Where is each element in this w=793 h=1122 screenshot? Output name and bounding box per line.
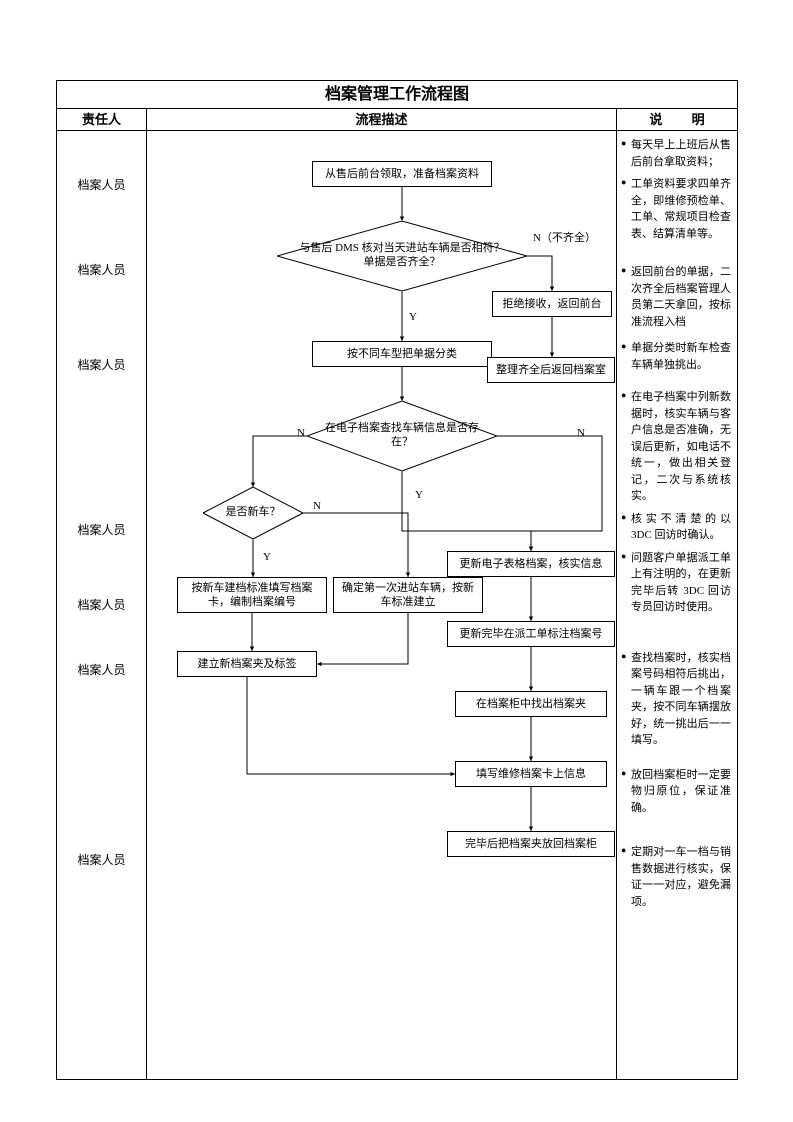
note-item: 工单资料要求四单齐全，即维修预检单、工单、常规项目检查表、结算清单等。 [621,176,731,242]
role-label: 档案人员 [57,596,146,613]
note-item: 每天早上上班后从售后前台拿取资料； [621,137,731,170]
note-item: 定期对一车一档与销售数据进行核实，保证一一对应，避免漏项。 [621,844,731,910]
role-label: 档案人员 [57,176,146,193]
note-item: 放回档案柜时一定要物归原位，保证准确。 [621,767,731,817]
flow-box-update: 更新电子表格档案，核实信息 [447,551,615,577]
flowchart-area: 从售后前台领取，准备档案资料按不同车型把单据分类拒绝接收，返回前台整理齐全后返回… [147,131,617,1079]
note-item: 单据分类时新车检查车辆单独挑出。 [621,340,731,373]
note-item: 查找档案时，核实档案号码相符后挑出，一辆车跟一个档案夹，按不同车辆摆放好，统一挑… [621,650,731,749]
flow-box-reject: 拒绝接收，返回前台 [492,291,612,317]
flow-label-l_y3: Y [263,551,271,563]
flow-label-l_y2: Y [415,489,423,501]
header-responsible: 责任人 [57,109,147,130]
role-label: 档案人员 [57,261,146,278]
role-label: 档案人员 [57,851,146,868]
role-label: 档案人员 [57,521,146,538]
flow-box-classify: 按不同车型把单据分类 [312,341,492,367]
flow-box-fill: 填写维修档案卡上信息 [455,761,607,787]
flow-box-return: 完毕后把档案夹放回档案柜 [447,831,615,857]
body-row: 档案人员档案人员档案人员档案人员档案人员档案人员档案人员 从售后前台领取，准备档… [57,131,737,1079]
flow-box-start: 从售后前台领取，准备档案资料 [312,161,492,187]
role-label: 档案人员 [57,661,146,678]
document-frame: 档案管理工作流程图 责任人 流程描述 说 明 档案人员档案人员档案人员档案人员档… [56,80,738,1080]
flow-box-mark: 更新完毕在派工单标注档案号 [447,621,615,647]
flow-box-firstin: 确定第一次进站车辆，按新车标准建立 [333,577,483,613]
flow-box-find: 在档案柜中找出档案夹 [455,691,607,717]
flow-box-newfolder: 建立新档案夹及标签 [177,651,317,677]
flow-label-l_n2: N [297,427,305,439]
header-notes: 说 明 [617,109,737,130]
flow-label-l_n3r: N [577,427,585,439]
flow-decision-d1: 与售后 DMS 核对当天进站车辆是否相符？单据是否齐全？ [277,221,527,291]
document-title: 档案管理工作流程图 [57,81,737,109]
note-item: 问题客户单据派工单上有注明的，在更新完毕后转 3DC 回访专员回访时使用。 [621,550,731,616]
page: 档案管理工作流程图 责任人 流程描述 说 明 档案人员档案人员档案人员档案人员档… [0,0,793,1122]
flow-box-reorg: 整理齐全后返回档案室 [487,357,615,383]
flow-label-l_y1: Y [409,311,417,323]
flow-box-newcard: 按新车建档标准填写档案卡，编制档案编号 [177,577,327,613]
note-item: 核实不清楚的以 3DC 回访时确认。 [621,511,731,544]
flow-label-l_n3: N [313,500,321,512]
header-row: 责任人 流程描述 说 明 [57,109,737,131]
note-item: 在电子档案中列新数据时，核实车辆与客户信息是否准确，无误后更新，如电话不统一，做… [621,389,731,505]
flow-decision-d2: 在电子档案查找车辆信息是否存在？ [307,401,497,471]
flow-label-l_nfull: N（不齐全） [533,229,596,245]
header-flow: 流程描述 [147,109,617,130]
role-label: 档案人员 [57,356,146,373]
roles-column: 档案人员档案人员档案人员档案人员档案人员档案人员档案人员 [57,131,147,1079]
note-item: 返回前台的单据，二次齐全后档案管理人员第二天拿回，按标准流程入档 [621,264,731,330]
notes-column: 每天早上上班后从售后前台拿取资料； 工单资料要求四单齐全，即维修预检单、工单、常规… [617,131,737,1079]
flow-decision-d3: 是否新车？ [203,487,303,539]
